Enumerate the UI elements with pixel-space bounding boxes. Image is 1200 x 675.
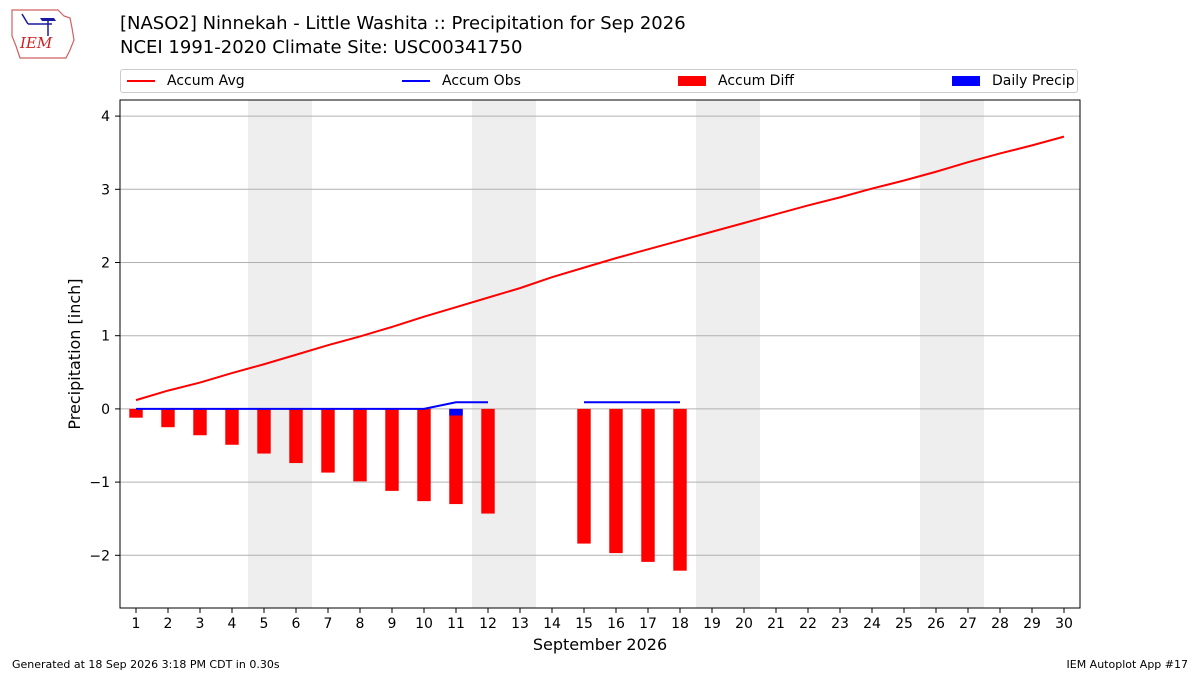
weekend-band bbox=[280, 100, 312, 608]
y-tick-label: 0 bbox=[101, 402, 110, 418]
x-tick-label: 30 bbox=[1055, 616, 1073, 632]
accum-diff-bar bbox=[641, 408, 655, 562]
y-axis-label: Precipitation [inch] bbox=[65, 278, 84, 429]
accum-avg-line bbox=[135, 135, 1065, 402]
x-tick-label: 3 bbox=[196, 616, 205, 632]
accum-diff-bar bbox=[289, 408, 303, 464]
weekend-band bbox=[920, 100, 952, 608]
legend-item-accum-diff: Accum Diff bbox=[678, 70, 794, 92]
x-tick-label: 20 bbox=[735, 616, 753, 632]
x-tick-label: 16 bbox=[607, 616, 625, 632]
legend-item-accum-avg: Accum Avg bbox=[127, 70, 245, 92]
x-tick-label: 5 bbox=[260, 616, 269, 632]
legend-item-daily-precip: Daily Precip bbox=[952, 70, 1075, 92]
generated-timestamp: Generated at 18 Sep 2026 3:18 PM CDT in … bbox=[12, 658, 280, 671]
x-tick-label: 10 bbox=[415, 616, 433, 632]
y-tick-label: 4 bbox=[101, 109, 110, 125]
x-tick-label: 14 bbox=[543, 616, 561, 632]
x-tick-label: 15 bbox=[575, 616, 593, 632]
x-tick-label: 28 bbox=[991, 616, 1009, 632]
x-tick-label: 7 bbox=[324, 616, 333, 632]
x-tick-label: 12 bbox=[479, 616, 497, 632]
x-tick-label: 29 bbox=[1023, 616, 1041, 632]
x-tick-label: 1 bbox=[132, 616, 141, 632]
legend-swatch-daily-precip bbox=[952, 76, 980, 86]
x-tick-label: 19 bbox=[703, 616, 721, 632]
accum-diff-bar bbox=[257, 408, 271, 454]
accum-diff-bar bbox=[193, 408, 207, 436]
accum-diff-bar bbox=[609, 408, 623, 554]
plot-frame bbox=[119, 99, 1081, 609]
legend-label-accum-obs: Accum Obs bbox=[442, 73, 521, 89]
x-tick-label: 21 bbox=[767, 616, 785, 632]
x-tick-label: 23 bbox=[831, 616, 849, 632]
x-tick-label: 22 bbox=[799, 616, 817, 632]
x-tick-label: 17 bbox=[639, 616, 657, 632]
chart-legend: Accum Avg Accum Obs Accum Diff Daily Pre… bbox=[120, 69, 1078, 93]
x-tick-label: 18 bbox=[671, 616, 689, 632]
legend-swatch-accum-obs bbox=[402, 80, 430, 82]
x-tick-label: 6 bbox=[292, 616, 301, 632]
accum-diff-bar bbox=[321, 408, 335, 473]
x-tick-label: 24 bbox=[863, 616, 881, 632]
accum-obs-line bbox=[136, 401, 488, 410]
legend-label-accum-diff: Accum Diff bbox=[718, 73, 795, 89]
chart-title: [NASO2] Ninnekah - Little Washita :: Pre… bbox=[120, 13, 686, 34]
accum-diff-bar bbox=[225, 408, 239, 445]
legend-swatch-accum-avg bbox=[127, 80, 155, 82]
x-tick-label: 2 bbox=[164, 616, 173, 632]
accum-diff-bar bbox=[577, 408, 591, 544]
legend-swatch-accum-diff bbox=[678, 76, 706, 86]
y-tick-label: −1 bbox=[89, 475, 110, 491]
weekend-band bbox=[472, 100, 504, 608]
y-tick-label: 1 bbox=[101, 329, 110, 345]
x-tick-label: 25 bbox=[895, 616, 913, 632]
legend-item-accum-obs: Accum Obs bbox=[402, 70, 521, 92]
chart-subtitle: NCEI 1991-2020 Climate Site: USC00341750 bbox=[120, 37, 523, 58]
accum-diff-bar bbox=[417, 408, 431, 502]
weekend-band bbox=[952, 100, 984, 608]
daily-precip-bar bbox=[449, 408, 463, 416]
autoplot-app-label: IEM Autoplot App #17 bbox=[1066, 658, 1189, 671]
x-tick-label: 26 bbox=[927, 616, 945, 632]
legend-label-accum-avg: Accum Avg bbox=[167, 73, 245, 89]
y-tick-label: −2 bbox=[89, 548, 110, 564]
y-tick-label: 3 bbox=[101, 182, 110, 198]
x-axis-label: September 2026 bbox=[533, 635, 667, 654]
x-tick-label: 27 bbox=[959, 616, 977, 632]
weekend-band bbox=[728, 100, 760, 608]
x-tick-label: 11 bbox=[447, 616, 465, 632]
weekend-band bbox=[248, 100, 280, 608]
accum-diff-bar bbox=[481, 408, 495, 514]
y-tick-label: 2 bbox=[101, 256, 110, 272]
logo-text: IEM bbox=[19, 34, 53, 52]
x-tick-label: 4 bbox=[228, 616, 237, 632]
plot-area bbox=[129, 135, 1065, 571]
accum-diff-bar bbox=[129, 408, 143, 418]
legend-label-daily-precip: Daily Precip bbox=[992, 73, 1075, 89]
x-tick-label: 13 bbox=[511, 616, 529, 632]
accum-diff-bar bbox=[673, 408, 687, 571]
accum-diff-bar bbox=[353, 408, 367, 482]
x-tick-label: 9 bbox=[388, 616, 397, 632]
accum-diff-bar bbox=[385, 408, 399, 491]
weekend-band bbox=[696, 100, 728, 608]
accum-diff-bar bbox=[161, 408, 175, 428]
x-tick-label: 8 bbox=[356, 616, 365, 632]
iem-logo: IEM bbox=[11, 9, 75, 59]
accum-diff-bar bbox=[449, 408, 463, 505]
weekend-band bbox=[504, 100, 536, 608]
